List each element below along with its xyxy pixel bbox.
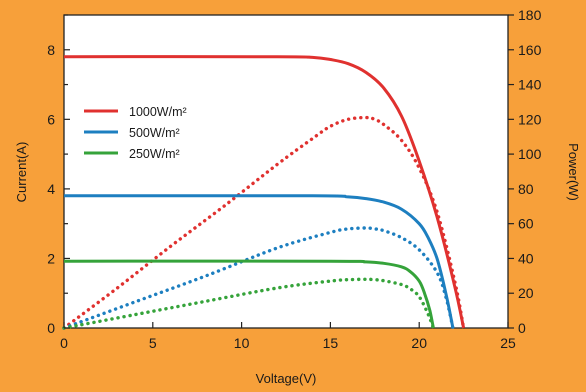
series-1-power-line	[62, 226, 455, 330]
series-2-power-line	[62, 277, 436, 330]
y-right-tick-label: 160	[518, 42, 542, 58]
y-left-tick-label: 4	[47, 181, 55, 197]
series-1-current-line	[63, 194, 455, 329]
y-right-tick-label: 180	[518, 7, 542, 23]
y-right-tick-label: 120	[518, 111, 542, 127]
y-right-tick-label: 100	[518, 146, 542, 162]
legend-label-1: 500W/m²	[129, 126, 180, 140]
legend-label-0: 1000W/m²	[129, 105, 187, 119]
x-tick-label: 0	[60, 335, 68, 351]
y-right-axis-label: Power(W)	[566, 143, 581, 201]
series-lines	[62, 55, 466, 330]
y-left-tick-label: 2	[47, 250, 55, 266]
y-right-tick-label: 0	[518, 320, 526, 336]
legend-label-2: 250W/m²	[129, 147, 180, 161]
y-right-tick-label: 60	[518, 216, 534, 232]
series-0-power-line	[62, 115, 466, 330]
plot-area	[63, 14, 509, 329]
y-left-tick-label: 0	[47, 320, 55, 336]
x-tick-label: 25	[500, 335, 516, 351]
y-right-tick-label: 20	[518, 285, 534, 301]
y-right-tick-label: 40	[518, 250, 534, 266]
y-left-tick-label: 6	[47, 111, 55, 127]
legend: 1000W/m² 500W/m² 250W/m²	[84, 105, 187, 161]
series-2-current-line	[63, 259, 435, 329]
x-tick-label: 20	[411, 335, 427, 351]
x-tick-label: 15	[323, 335, 339, 351]
y-left-axis-label: Current(A)	[14, 142, 29, 203]
y-left-tick-label: 8	[47, 42, 55, 58]
x-tick-label: 5	[149, 335, 157, 351]
y-right-tick-label: 80	[518, 181, 534, 197]
y-right-tick-label: 140	[518, 77, 542, 93]
x-axis-label: Voltage(V)	[256, 371, 317, 386]
x-tick-label: 10	[234, 335, 250, 351]
